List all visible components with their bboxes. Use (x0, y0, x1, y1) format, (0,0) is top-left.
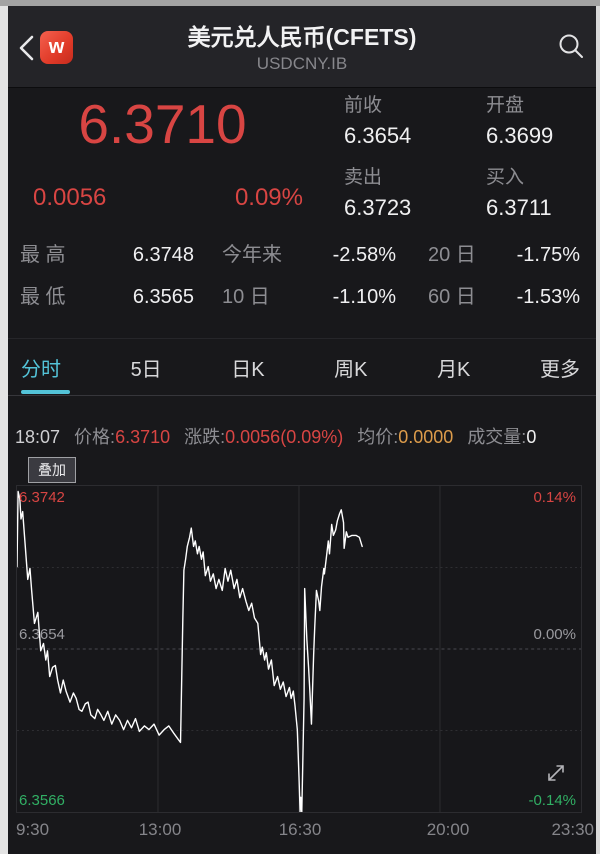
time-tick: 23:30 (551, 820, 594, 839)
chart-plot[interactable]: 6.3742 6.3654 6.3566 0.14% 0.00% -0.14% (16, 485, 582, 813)
field-label: 买入 (486, 167, 525, 188)
time-tick: 9:30 (16, 820, 50, 839)
stats-table: 最 高 6.3748 今年来 -2.58% 20 日 -1.75% 最 低 6.… (20, 240, 580, 324)
tab-monthly-k[interactable]: 月K (437, 358, 471, 381)
y-label-prev-close: 6.3654 (19, 626, 65, 643)
field-value: 6.3711 (486, 195, 552, 220)
wind-logo-letter: w (48, 36, 65, 58)
field-bid: 买入 6.3711 (486, 166, 592, 238)
wind-logo-icon: w (40, 31, 73, 64)
stat-label: 60 日 (428, 286, 476, 308)
readout-change: 涨跌:0.0056(0.09%) (184, 427, 344, 447)
tab-5day[interactable]: 5日 (130, 358, 162, 381)
header-bar: w 美元兑人民币(CFETS) USDCNY.IB (8, 6, 596, 88)
price-change-pct: 0.09% (234, 184, 303, 211)
field-open: 开盘 6.3699 (486, 94, 592, 166)
stat-label: 20 日 (428, 244, 476, 266)
page-edge-left (0, 6, 8, 854)
stat-label: 10 日 (222, 286, 270, 308)
readout-price: 价格:6.3710 (74, 427, 171, 447)
y-label-high: 6.3742 (19, 489, 65, 506)
stat-value: -2.58% (332, 244, 396, 266)
field-label: 卖出 (344, 167, 383, 188)
expand-icon (548, 765, 564, 781)
time-tick: 13:00 (138, 820, 182, 839)
time-axis: 9:30 13:00 16:30 20:00 23:30 (16, 820, 594, 846)
price-line-chart (17, 486, 581, 812)
stats-row-high: 最 高 6.3748 今年来 -2.58% 20 日 -1.75% (20, 240, 580, 270)
chart-period-tabs: 分时 5日 日K 周K 月K 更多 (8, 338, 596, 396)
last-price: 6.3710 (78, 93, 247, 155)
field-value: 6.3723 (344, 195, 412, 220)
chevron-left-icon (19, 35, 34, 61)
pct-label-high: 0.14% (533, 489, 576, 506)
stat-value: -1.75% (516, 244, 580, 266)
time-tick: 16:30 (278, 820, 322, 839)
time-tick: 20:00 (426, 820, 470, 839)
stat-label: 今年来 (222, 244, 282, 266)
field-ask: 卖出 6.3723 (344, 166, 486, 238)
tab-weekly-k[interactable]: 周K (334, 358, 368, 381)
stat-label: 最 低 (20, 286, 66, 308)
quote-fields: 前收 6.3654 开盘 6.3699 卖出 6.3723 买入 6.3711 (344, 94, 592, 238)
pct-label-zero: 0.00% (533, 626, 576, 643)
field-prev-close: 前收 6.3654 (344, 94, 486, 166)
page-edge-right (596, 6, 600, 854)
price-change: 0.0056 (33, 184, 107, 211)
stat-value: -1.10% (332, 286, 396, 308)
stat-label: 最 高 (20, 244, 66, 266)
instrument-code: USDCNY.IB (256, 54, 348, 73)
readout-average: 均价:0.0000 (357, 427, 454, 447)
page-title: 美元兑人民币(CFETS) (187, 24, 417, 50)
field-label: 开盘 (486, 95, 525, 116)
back-button[interactable] (16, 33, 40, 63)
stats-row-low: 最 低 6.3565 10 日 -1.10% 60 日 -1.53% (20, 282, 580, 312)
field-value: 6.3699 (486, 123, 554, 148)
field-value: 6.3654 (344, 123, 412, 148)
field-label: 前收 (344, 95, 383, 116)
search-icon (559, 34, 583, 58)
readout-volume: 成交量:0 (467, 427, 537, 447)
tab-more[interactable]: 更多 (539, 358, 580, 381)
tab-daily-k[interactable]: 日K (231, 358, 265, 381)
price-change-row: 0.0056 0.09% (33, 184, 303, 212)
pct-label-low: -0.14% (528, 792, 576, 809)
readout-time: 18:07 (15, 427, 61, 447)
y-label-low: 6.3566 (19, 792, 65, 809)
fullscreen-button[interactable] (543, 760, 569, 786)
overlay-button[interactable]: 叠加 (28, 457, 76, 483)
page-edge-top (0, 0, 600, 6)
active-tab-underline (21, 390, 70, 394)
search-button[interactable] (556, 32, 586, 62)
stat-value: 6.3748 (132, 244, 194, 266)
stat-value: 6.3565 (132, 286, 194, 308)
crosshair-readout: 18:07 价格:6.3710 涨跌:0.0056(0.09%) 均价:0.00… (15, 424, 592, 450)
stat-value: -1.53% (516, 286, 580, 308)
tab-intraday[interactable]: 分时 (21, 358, 61, 381)
